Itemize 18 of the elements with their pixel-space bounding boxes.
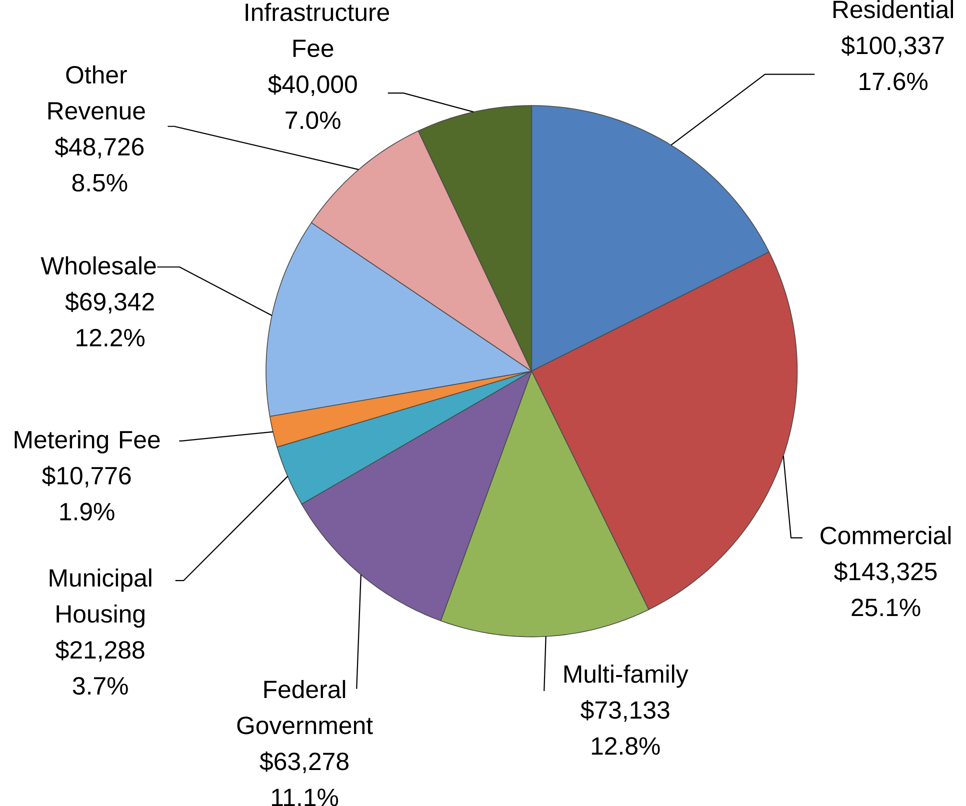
- slice-label: Municipal Housing: [50, 568, 152, 628]
- data-label: $10,776 1.9%: [42, 466, 131, 520]
- data-label: $40,000 7.0%: [268, 74, 357, 129]
- data-label: $48,726 8.5%: [54, 136, 144, 192]
- slice-label: Wholesale: [40, 256, 156, 275]
- slice-label: Federal Government: [237, 680, 373, 734]
- slice-label: Residential: [834, 0, 953, 18]
- slice-label: Commercial: [820, 526, 951, 544]
- data-label: $69,342 12.2%: [65, 292, 154, 346]
- data-label: $21,288 3.7%: [56, 640, 144, 695]
- slice-label: Multi-family: [564, 664, 688, 688]
- data-label: $73,133 12.8%: [580, 700, 670, 755]
- data-label: $143,325 25.1%: [834, 562, 937, 616]
- slice-label: Other Revenue: [48, 65, 145, 120]
- data-label: $100,337 17.6%: [841, 36, 944, 90]
- data-label: $63,278 11.1%: [260, 751, 348, 806]
- slice-label: Infrastructure Fee: [246, 2, 390, 58]
- slice-label: Metering Fee: [14, 430, 160, 454]
